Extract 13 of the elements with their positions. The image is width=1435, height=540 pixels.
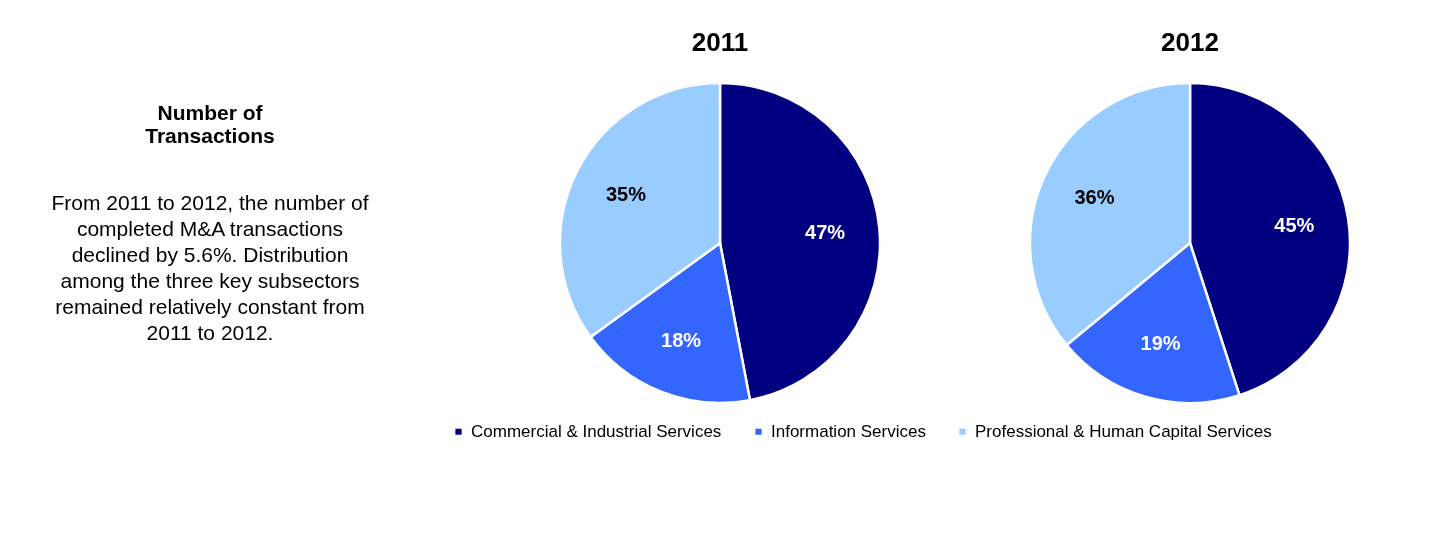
data-label: 35% [605,183,647,206]
data-label: 19% [1140,332,1181,355]
data-label: 45% [1274,214,1315,237]
text: From 2011 to 2012, the number of completed M&A transactions declined by 5.6%. Distribution among the three key subsectors remained relatively constant from 2011 to 2012. [51,191,369,344]
legend-label: Commercial & Industrial Services [471,421,722,441]
data-label: 47% [805,221,846,244]
legend-label: Information Services [771,421,926,441]
legend-label: Professional & Human Capital Services [975,421,1272,441]
text: Number of Transactions [145,101,275,147]
data-label: 18% [661,329,702,352]
data-label: 36% [1074,186,1115,209]
chart-title: 2012 [1161,27,1219,57]
chart-title: 2011 [691,27,749,57]
